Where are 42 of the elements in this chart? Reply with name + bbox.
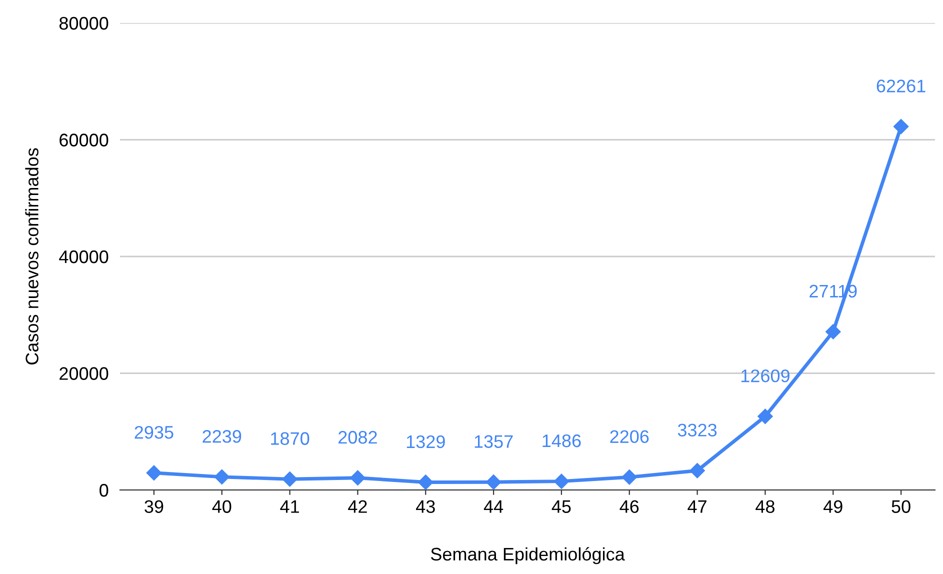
point — [893, 118, 909, 134]
point — [214, 469, 230, 484]
x-tick-label: 46 — [620, 500, 639, 513]
point — [146, 465, 162, 480]
x-tick-label: 50 — [892, 500, 910, 513]
y-tick-label: 80000 — [59, 16, 108, 30]
data-label: 2935 — [134, 426, 174, 439]
x-tick-label: 42 — [348, 500, 367, 513]
point — [826, 324, 841, 340]
x-tick-label: 49 — [824, 500, 842, 513]
data-label: 1329 — [406, 435, 445, 448]
x-tick-label: 39 — [144, 500, 164, 513]
y-tick-label: 20000 — [60, 367, 108, 380]
data-label: 1486 — [542, 434, 581, 448]
y-tick-label: 0 — [100, 484, 108, 497]
data-label: 1357 — [474, 435, 513, 448]
x-tick-label: 45 — [552, 500, 571, 513]
data-label: 1870 — [271, 432, 310, 445]
y-axis-title: Casos nuevos confirmados — [25, 148, 38, 364]
y-tick-label: 60000 — [60, 134, 108, 146]
point — [418, 474, 434, 490]
data-label: 12609 — [741, 369, 790, 382]
point — [486, 474, 502, 490]
point — [622, 470, 637, 485]
x-tick-label: 41 — [280, 500, 299, 513]
point — [758, 408, 773, 424]
point — [350, 470, 366, 486]
data-label: 62261 — [876, 80, 926, 92]
x-tick-label: 47 — [688, 500, 706, 513]
x-tick-label: 48 — [756, 500, 774, 513]
point — [554, 474, 570, 489]
data-label: 2206 — [610, 430, 649, 443]
data-label: 2239 — [202, 430, 242, 443]
data-label: 3323 — [678, 424, 717, 436]
point — [282, 472, 298, 487]
x-tick-label: 43 — [416, 500, 435, 513]
data-label: 2082 — [338, 430, 377, 444]
x-tick-label: 40 — [212, 500, 232, 513]
y-tick-label: 40000 — [59, 250, 108, 264]
x-tick-label: 44 — [484, 500, 504, 513]
x-axis-title: Semana Epidemiológica — [430, 547, 625, 564]
point — [690, 463, 705, 478]
